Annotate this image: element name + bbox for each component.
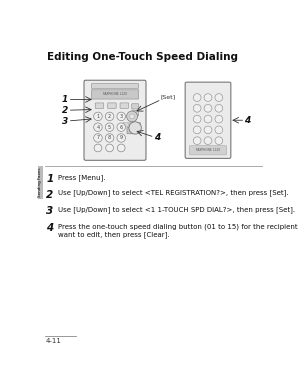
- Text: Press [Menu].: Press [Menu].: [58, 174, 106, 181]
- FancyBboxPatch shape: [95, 103, 104, 108]
- Circle shape: [117, 144, 125, 152]
- Circle shape: [204, 115, 212, 123]
- Circle shape: [127, 111, 137, 122]
- Text: 3: 3: [120, 114, 123, 119]
- Text: [Set]: [Set]: [160, 95, 175, 100]
- FancyBboxPatch shape: [132, 104, 139, 109]
- FancyBboxPatch shape: [108, 103, 116, 108]
- FancyBboxPatch shape: [92, 84, 139, 88]
- FancyBboxPatch shape: [130, 122, 135, 127]
- Text: 7: 7: [96, 135, 100, 141]
- FancyBboxPatch shape: [120, 103, 129, 108]
- Text: 4: 4: [244, 116, 250, 125]
- Circle shape: [193, 105, 201, 112]
- FancyBboxPatch shape: [38, 166, 43, 199]
- FancyBboxPatch shape: [84, 80, 146, 160]
- Text: FAXPHONE L120: FAXPHONE L120: [196, 148, 220, 152]
- FancyBboxPatch shape: [127, 127, 134, 134]
- Circle shape: [117, 134, 125, 142]
- Circle shape: [193, 115, 201, 123]
- Circle shape: [215, 115, 223, 123]
- Circle shape: [94, 112, 102, 120]
- Text: 5: 5: [108, 125, 111, 130]
- FancyBboxPatch shape: [189, 146, 226, 155]
- Circle shape: [117, 123, 125, 131]
- FancyBboxPatch shape: [136, 122, 141, 127]
- Text: Use [Up/Down] to select <1 1-TOUCH SPD DIAL?>, then press [Set].: Use [Up/Down] to select <1 1-TOUCH SPD D…: [58, 207, 296, 213]
- Text: 4: 4: [96, 125, 100, 130]
- Text: Press the one-touch speed dialing button (01 to 15) for the recipient you
want t: Press the one-touch speed dialing button…: [58, 223, 300, 238]
- Circle shape: [215, 137, 223, 144]
- FancyBboxPatch shape: [132, 111, 139, 116]
- Circle shape: [129, 122, 141, 134]
- Circle shape: [215, 94, 223, 102]
- Circle shape: [215, 126, 223, 134]
- Text: 4-11: 4-11: [45, 338, 61, 344]
- FancyBboxPatch shape: [92, 90, 139, 99]
- Circle shape: [94, 123, 102, 131]
- Circle shape: [204, 137, 212, 144]
- Circle shape: [193, 94, 201, 102]
- Circle shape: [204, 94, 212, 102]
- Text: 1: 1: [46, 174, 53, 184]
- Text: Editing One-Touch Speed Dialing: Editing One-Touch Speed Dialing: [47, 52, 238, 63]
- Circle shape: [215, 105, 223, 112]
- Text: 2: 2: [61, 106, 68, 115]
- Circle shape: [105, 112, 114, 120]
- Text: 1: 1: [96, 114, 100, 119]
- Circle shape: [204, 105, 212, 112]
- Text: 6: 6: [120, 125, 123, 130]
- Circle shape: [106, 144, 113, 152]
- Circle shape: [105, 134, 114, 142]
- Text: 2: 2: [46, 190, 53, 200]
- FancyBboxPatch shape: [123, 122, 128, 127]
- Text: 9: 9: [120, 135, 123, 141]
- Text: 3: 3: [46, 207, 53, 217]
- Text: Use [Up/Down] to select <TEL REGISTRATION?>, then press [Set].: Use [Up/Down] to select <TEL REGISTRATIO…: [58, 190, 289, 196]
- Text: 3: 3: [61, 117, 68, 125]
- Circle shape: [94, 134, 102, 142]
- Circle shape: [117, 112, 125, 120]
- Text: FAXPHONE L120: FAXPHONE L120: [103, 92, 127, 96]
- Circle shape: [193, 137, 201, 144]
- Text: 8: 8: [108, 135, 111, 141]
- Text: 2: 2: [108, 114, 111, 119]
- Text: 1: 1: [61, 95, 68, 104]
- Circle shape: [130, 114, 134, 119]
- Text: Sending Faxes: Sending Faxes: [38, 168, 42, 197]
- Circle shape: [193, 126, 201, 134]
- Circle shape: [94, 144, 102, 152]
- Circle shape: [105, 123, 114, 131]
- FancyBboxPatch shape: [185, 82, 231, 158]
- Text: 4: 4: [46, 223, 53, 234]
- Text: 4: 4: [154, 133, 160, 142]
- Circle shape: [204, 126, 212, 134]
